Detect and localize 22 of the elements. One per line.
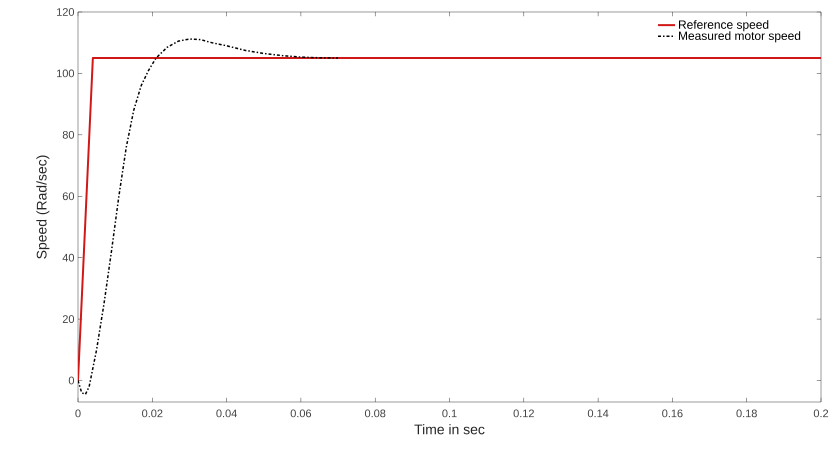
y-tick-label: 40 [62,254,74,262]
y-tick-label: 20 [62,315,74,323]
x-tick-label: 0.06 [290,410,312,418]
x-tick-label: 0.12 [514,410,534,418]
x-tick-label: 0.08 [364,410,386,418]
y-tick-label: 0 [68,376,74,384]
x-axis-title: Time in sec [414,424,485,434]
y-tick-label: 100 [57,70,74,78]
x-tick-label: 0.14 [588,410,608,418]
y-tick-label: 60 [62,192,74,200]
y-tick-label: 120 [57,8,74,16]
x-tick-label: 0 [75,410,81,418]
y-axis-title: Speed (Rad/sec) [36,156,50,259]
x-tick-label: 0.16 [662,410,683,418]
x-tick-label: 0.02 [142,410,162,418]
legend-label: Measured motor speed [679,31,800,42]
x-tick-label: 0.04 [216,410,237,418]
x-tick-label: 0.1 [442,410,457,418]
legend-label: Reference speed [679,20,768,32]
x-tick-label: 0.18 [736,410,757,418]
y-tick-label: 80 [62,130,74,139]
x-tick-label: 0.2 [814,410,828,418]
